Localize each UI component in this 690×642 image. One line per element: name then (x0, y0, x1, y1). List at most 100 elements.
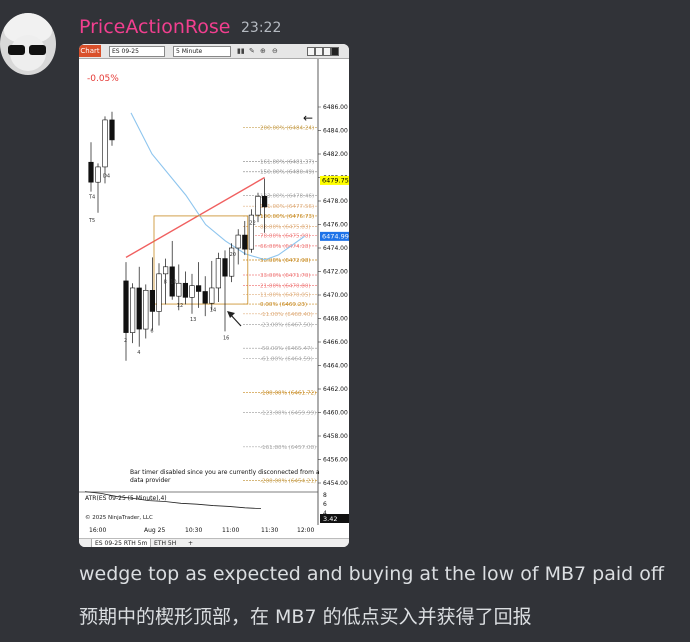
bar-number-label: 10 (170, 279, 176, 285)
atr-axis-label: 6 (323, 501, 327, 508)
atr-value-flag (320, 514, 349, 523)
draw-tool-icon[interactable]: ✎ (249, 47, 255, 55)
candle-body (182, 282, 188, 298)
range-box (153, 215, 249, 305)
atr-line (84, 491, 262, 510)
time-axis-label: 16:00 (89, 527, 107, 534)
interval-select[interactable]: 5 Minute (173, 46, 231, 57)
avatar[interactable] (0, 13, 56, 75)
zoom-out-icon[interactable]: ⊖ (272, 47, 278, 55)
message-author[interactable]: PriceActionRose (79, 16, 231, 38)
close-window-button[interactable] (331, 47, 339, 56)
copyright-text: © 2025 NinjaTrader, LLC (85, 514, 153, 521)
atr-indicator-label: ATR(ES 09-25 (5 Minute),4) (85, 495, 167, 502)
fib-level-label: -100.00% (6461.72) (260, 390, 316, 396)
time-axis-label: Aug 25 (144, 527, 166, 534)
bar-number-label: 12 (177, 303, 183, 309)
candle-body (88, 161, 94, 183)
bar-number-label: 20 (230, 252, 236, 258)
notice-line-2: data provider (130, 477, 171, 484)
bar-number-label: 2 (124, 338, 127, 344)
price-axis-label: 6464.00 (323, 363, 348, 370)
bar-number-label: 16 (223, 336, 229, 342)
fib-level-label: 0.00% (6469.23) (260, 302, 307, 308)
price-axis-label: 6466.00 (323, 339, 348, 346)
price-axis-label: 6478.00 (323, 198, 348, 205)
candle-body (189, 285, 195, 298)
back-arrow-icon[interactable]: ← (303, 111, 313, 125)
disconnected-notice: Bar timer disabled since you are current… (130, 469, 321, 484)
window-button[interactable] (315, 47, 323, 56)
chart-tabs-bar: ES 09-25 RTH 5m ETH 5H + (79, 538, 349, 547)
bar-number-label: 4 (137, 350, 140, 356)
annotation-arrow-icon (227, 311, 242, 327)
bar-number-label: D4 (103, 174, 110, 180)
tab-eth-5h[interactable]: ETH 5H (154, 540, 177, 547)
candle-body (163, 266, 169, 275)
candle-body (143, 290, 149, 330)
bar-number-label: 6 (150, 329, 153, 335)
bid-price-flag: 6474.99 (320, 231, 349, 241)
fib-level-label: 161.80% (6481.37) (260, 159, 314, 165)
fib-level-label: 66.00% (6474.18) (260, 244, 311, 250)
instrument-select[interactable]: ES 09-25 (109, 46, 165, 57)
fib-level-label: -161.80% (6457.08) (260, 445, 316, 451)
candle-body (222, 258, 228, 277)
candle-body (129, 287, 136, 333)
fib-level-label: -123.00% (6459.99) (260, 411, 316, 417)
sunglasses-icon (8, 45, 48, 55)
candle-body (202, 291, 208, 304)
chart-tab[interactable]: Chart (79, 45, 101, 57)
candle-body (149, 290, 155, 312)
fib-level-label: 111.00% (6477.56) (260, 204, 314, 210)
chart-toolbar: Chart ES 09-25 5 Minute ▮▮ ✎ ⊕ ⊖ (79, 44, 349, 59)
price-axis-label: 6456.00 (323, 457, 348, 464)
candle-body (215, 258, 222, 289)
bar-number-label: 22 (249, 221, 255, 227)
bid-price-value: 6474.99 (322, 233, 349, 241)
price-axis-label: 6458.00 (323, 433, 348, 440)
price-chart[interactable]: 200.00% (6484.24) 161.80% (6481.37) 150.00… (79, 59, 349, 525)
time-axis-label: 12:00 (297, 527, 315, 534)
message-text-en: wedge top as expected and buying at the … (79, 563, 664, 585)
candle-body (156, 273, 162, 312)
candle-body (196, 285, 202, 292)
fib-level-label: 88.00% (6475.83) (260, 224, 311, 230)
bar-number-label: T4 (88, 195, 95, 201)
message-text-zh: 预期中的楔形顶部，在 MB7 的低点买入并获得了回报 (79, 606, 532, 628)
candle-body (176, 282, 182, 297)
bar-number-label: T5 (88, 218, 95, 224)
message-timestamp: 23:22 (241, 20, 282, 36)
bar-number-label: 8 (164, 279, 167, 285)
add-tab-icon[interactable]: + (188, 540, 194, 547)
last-price-flag: 6479.75 (320, 175, 349, 185)
candle-body (248, 214, 255, 250)
bar-type-icon[interactable]: ▮▮ (237, 47, 245, 55)
atr-axis-label: 8 (323, 492, 327, 499)
price-axis-label: 6460.00 (323, 410, 348, 417)
window-button[interactable] (323, 47, 331, 56)
candle-body (109, 119, 115, 141)
fib-level-label: 200.00% (6484.24) (260, 126, 314, 132)
bar-number-label: 14 (210, 307, 216, 313)
candle-body (235, 234, 241, 249)
price-axis-label: 6484.00 (323, 128, 348, 135)
time-axis: 16:00 Aug 25 10:30 11:00 11:30 12:00 (79, 525, 349, 538)
zoom-in-icon[interactable]: ⊕ (260, 47, 266, 55)
candle-body (262, 196, 268, 208)
candle-body (136, 287, 142, 330)
fib-level-label: 123.00% (6478.46) (260, 194, 314, 200)
price-axis-label: 6476.00 (323, 222, 348, 229)
tab-es-rth-5m[interactable]: ES 09-25 RTH 5m (91, 539, 152, 547)
fib-level-label: 50.00% (6472.98) (260, 258, 311, 264)
window-button[interactable] (307, 47, 315, 56)
last-price-value: 6479.75 (322, 177, 349, 185)
price-axis-label: 6468.00 (323, 316, 348, 323)
fib-level-label: 78.00% (6475.08) (260, 233, 311, 239)
candle-body (95, 166, 101, 183)
fib-level-label: 21.00% (6470.80) (260, 284, 311, 290)
chart-screenshot-attachment[interactable]: Chart ES 09-25 5 Minute ▮▮ ✎ ⊕ ⊖ 200.00%… (79, 44, 349, 547)
notice-line-1: Bar timer disabled since you are current… (130, 469, 320, 476)
fib-level-label: -200.00% (6454.21) (260, 479, 316, 485)
atr-axis-label: 4 (323, 510, 327, 517)
